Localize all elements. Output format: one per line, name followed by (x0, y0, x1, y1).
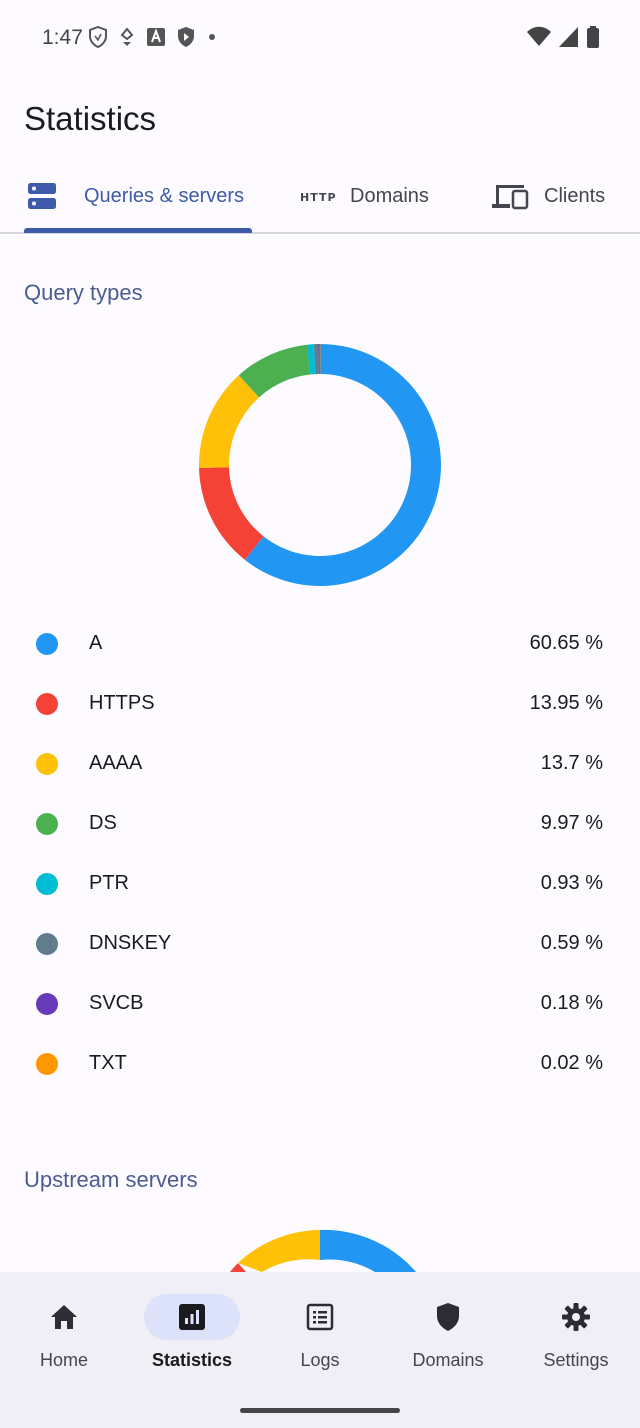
legend-value: 0.93 % (540, 872, 603, 894)
legend-row: DNSKEY 0.59 % (0, 914, 640, 974)
nav-pill (16, 1294, 112, 1340)
nav-pill (144, 1294, 240, 1340)
donut-slice-https (199, 467, 264, 560)
legend-row: PTR 0.93 % (0, 854, 640, 914)
bottom-navigation: Home Statistics Logs Domains (0, 1272, 640, 1428)
legend-value: 13.95 % (529, 692, 603, 714)
query-types-legend: A 60.65 % HTTPS 13.95 % AAAA 13.7 % DS 9.97 % PT… (0, 614, 640, 1094)
upstream-slice-blue (320, 1229, 416, 1272)
legend-row: A 60.65 % (0, 614, 640, 674)
upstream-slice-yellow (238, 1230, 320, 1272)
donut-slice-txt (319, 344, 321, 375)
home-icon (51, 1305, 77, 1329)
legend-value: 13.7 % (540, 752, 603, 774)
status-icons-left (88, 26, 218, 48)
nav-label: Settings (543, 1350, 609, 1370)
query-types-title: Query types (24, 280, 143, 305)
cell-signal-icon (559, 27, 578, 47)
legend-color-dot (36, 693, 58, 715)
legend-label: PTR (89, 872, 129, 894)
legend-label: DS (89, 812, 117, 834)
legend-value: 60.65 % (529, 632, 603, 654)
nav-pill (400, 1294, 496, 1340)
http-icon: HTTP (300, 191, 336, 204)
wifi-icon (527, 26, 551, 46)
tab-queries-servers[interactable]: Queries & servers (24, 160, 252, 232)
nav-label: Statistics (151, 1350, 233, 1370)
donut-slice-dnskey (313, 344, 319, 375)
legend-color-dot (36, 993, 58, 1015)
status-time: 1:47 (42, 26, 83, 49)
donut-slice-aaaa (199, 375, 260, 468)
statistics-icon (179, 1304, 205, 1330)
upstream-slice-red (230, 1263, 246, 1272)
location-icon (120, 27, 134, 46)
gear-icon (562, 1303, 590, 1331)
nav-settings[interactable]: Settings (512, 1292, 640, 1388)
status-bar: 1:47 (0, 0, 640, 78)
nav-pill (528, 1294, 624, 1340)
legend-label: DNSKEY (89, 932, 172, 954)
nav-logs[interactable]: Logs (256, 1292, 384, 1388)
legend-label: HTTPS (89, 692, 155, 714)
legend-value: 9.97 % (540, 812, 603, 834)
legend-color-dot (36, 633, 58, 655)
nav-home[interactable]: Home (0, 1292, 128, 1388)
upstream-servers-donut (230, 1229, 416, 1272)
tab-label: Queries & servers (84, 184, 245, 207)
legend-value: 0.02 % (540, 1052, 603, 1074)
legend-row: DS 9.97 % (0, 794, 640, 854)
legend-color-dot (36, 1053, 58, 1075)
donut-slice-ds (238, 344, 311, 398)
upstream-servers-title: Upstream servers (24, 1167, 198, 1192)
devices-icon (492, 185, 529, 210)
logs-icon (306, 1303, 334, 1331)
legend-label: TXT (89, 1052, 127, 1074)
legend-row: TXT 0.02 % (0, 1034, 640, 1094)
legend-row: HTTPS 13.95 % (0, 674, 640, 734)
donut-slice-ptr (306, 344, 316, 375)
tab-clients[interactable]: Clients (490, 160, 605, 232)
server-icon (28, 183, 56, 209)
font-a-icon (147, 28, 165, 46)
legend-label: A (89, 632, 103, 654)
dot-icon (209, 34, 215, 40)
donut-slice-a (244, 344, 441, 586)
nav-label: Logs (300, 1350, 340, 1370)
query-types-donut (199, 344, 441, 586)
legend-label: AAAA (89, 752, 143, 774)
battery-icon (587, 26, 599, 48)
legend-label: SVCB (89, 992, 144, 1014)
page-title: Statistics (24, 100, 157, 137)
nav-label: Home (39, 1350, 88, 1370)
nav-label: Domains (412, 1350, 484, 1370)
status-icons-right (526, 26, 600, 48)
nav-pill (272, 1294, 368, 1340)
legend-value: 0.59 % (540, 932, 603, 954)
legend-color-dot (36, 933, 58, 955)
tab-bar: Queries & servers HTTP Domains Clients (0, 160, 640, 234)
legend-color-dot (36, 753, 58, 775)
legend-row: SVCB 0.18 % (0, 974, 640, 1034)
legend-row: AAAA 13.7 % (0, 734, 640, 794)
play-shield-icon (178, 27, 194, 47)
nav-domains[interactable]: Domains (384, 1292, 512, 1388)
tab-label: Clients (544, 184, 606, 207)
shield-icon (437, 1303, 459, 1331)
donut-slice-svcb (318, 344, 320, 375)
svg-text:HTTP: HTTP (300, 191, 336, 204)
nav-statistics[interactable]: Statistics (128, 1292, 256, 1388)
tab-indicator (24, 228, 252, 233)
legend-color-dot (36, 873, 58, 895)
legend-color-dot (36, 813, 58, 835)
home-indicator (240, 1408, 400, 1413)
tab-domains[interactable]: HTTP Domains (300, 160, 429, 232)
legend-value: 0.18 % (540, 992, 603, 1014)
shield-icon (89, 26, 107, 48)
tab-label: Domains (350, 184, 429, 207)
